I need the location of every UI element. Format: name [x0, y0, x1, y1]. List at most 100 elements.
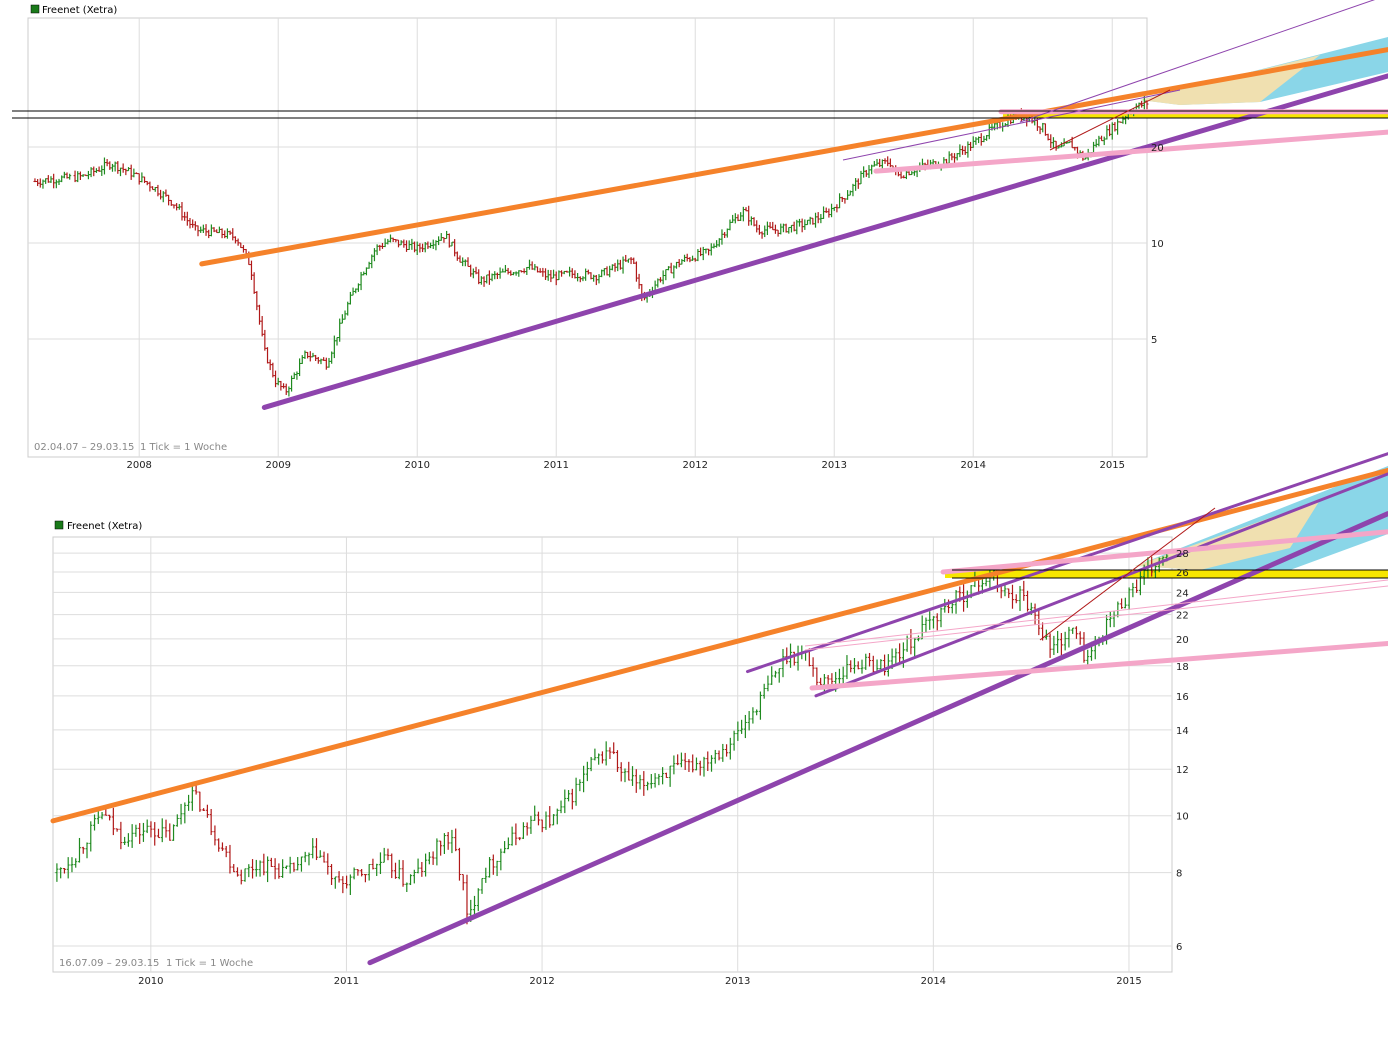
price-bar [55, 863, 59, 882]
price-bar [687, 759, 691, 772]
date-range: 16.07.09 – 29.03.15 [59, 958, 159, 969]
price-bar [649, 774, 653, 789]
price-bar [480, 877, 484, 894]
price-bar [123, 836, 127, 846]
price-bar [209, 808, 213, 836]
price-bar [661, 767, 665, 785]
price-bar [1033, 603, 1037, 625]
price-bar [608, 747, 612, 759]
price-bar [356, 869, 360, 876]
tick-note: 1 Tick = 1 Woche [166, 958, 253, 969]
x-axis-ticks-top: 2008 2009 2010 2011 2012 2013 2014 2015 [126, 460, 1124, 471]
price-bar [183, 802, 187, 824]
price-bar [710, 755, 714, 772]
y-tick-label: 12 [1176, 765, 1189, 776]
price-bar [924, 617, 928, 633]
price-bar [326, 853, 330, 875]
price-bar [503, 841, 507, 854]
price-bar [683, 752, 687, 770]
price-bar [811, 657, 815, 677]
trendline-pink-lower [809, 641, 1388, 691]
price-bar [284, 865, 288, 870]
price-bar [476, 888, 480, 912]
price-bar [533, 805, 537, 821]
chart-bottom: 2010 2011 2012 2013 2014 2015 6 8 10 12 14 16 18 20 2… [50, 452, 1388, 987]
price-bar [706, 751, 710, 771]
price-bar [1056, 630, 1060, 654]
x-tick-label: 2013 [725, 976, 750, 987]
price-bar [100, 811, 104, 820]
price-bars-bottom [55, 550, 1169, 925]
price-bar [555, 808, 559, 825]
thin-purple-channel-line [1019, 0, 1376, 123]
price-bar [642, 771, 646, 796]
price-bar [1078, 631, 1082, 645]
price-bar [473, 895, 477, 915]
price-bar [529, 815, 533, 834]
price-bar [465, 874, 469, 925]
price-bar [499, 848, 503, 871]
price-bar [348, 874, 352, 896]
legend-label: Freenet (Xetra) [67, 521, 142, 532]
y-tick-label: 6 [1176, 942, 1182, 953]
price-bar [638, 774, 642, 790]
price-bar [93, 814, 97, 831]
price-bar [435, 838, 439, 866]
thin-pink-line [804, 579, 1388, 647]
price-bar [484, 867, 488, 883]
price-bar [228, 844, 232, 874]
trendlines-bottom [50, 452, 1388, 966]
price-bar [822, 674, 826, 695]
price-bar [442, 833, 446, 855]
price-bar [657, 773, 661, 786]
price-bar [273, 858, 277, 880]
price-bar [612, 742, 616, 755]
price-bar [89, 821, 93, 852]
price-bar [852, 657, 856, 674]
y-tick-label: 18 [1176, 662, 1189, 673]
price-bar [916, 635, 920, 642]
price-bar [130, 824, 134, 848]
price-bar [446, 831, 450, 850]
price-bar [1108, 611, 1112, 628]
price-bar [1120, 598, 1124, 609]
price-bar [634, 769, 638, 793]
y-tick-label: 20 [1151, 143, 1164, 154]
price-bar [59, 867, 63, 879]
price-bar [935, 613, 939, 631]
plot-frame-bottom [52, 536, 1173, 973]
y-tick-label: 14 [1176, 726, 1189, 737]
x-tick-label: 2011 [543, 460, 568, 471]
price-bar [928, 611, 932, 630]
price-bar [653, 773, 657, 788]
price-bar [1052, 635, 1056, 655]
price-bar [901, 642, 905, 668]
price-bar [1010, 584, 1014, 609]
price-bar [593, 748, 597, 761]
price-bar [578, 779, 582, 792]
price-bar [864, 653, 868, 670]
price-bar [217, 838, 221, 852]
price-bar [409, 874, 413, 886]
price-bar [773, 670, 777, 678]
price-bar [375, 863, 379, 877]
price-bar [702, 756, 706, 777]
price-bar [597, 753, 601, 765]
yellow-resistance-band-bottom [945, 570, 1388, 578]
price-bar [664, 772, 668, 779]
price-bar [736, 721, 740, 741]
price-bar [243, 868, 247, 882]
x-tick-label: 2011 [334, 976, 359, 987]
price-bar [202, 808, 206, 812]
price-bar [307, 852, 311, 866]
trendline-pink-lower [873, 129, 1388, 174]
price-bar [860, 659, 864, 674]
price-bar [525, 822, 529, 836]
y-tick-label: 10 [1151, 239, 1164, 250]
price-bar [149, 821, 153, 838]
price-bar [160, 818, 164, 843]
price-bar [713, 749, 717, 764]
price-bar [179, 803, 183, 825]
price-bar [314, 838, 318, 861]
